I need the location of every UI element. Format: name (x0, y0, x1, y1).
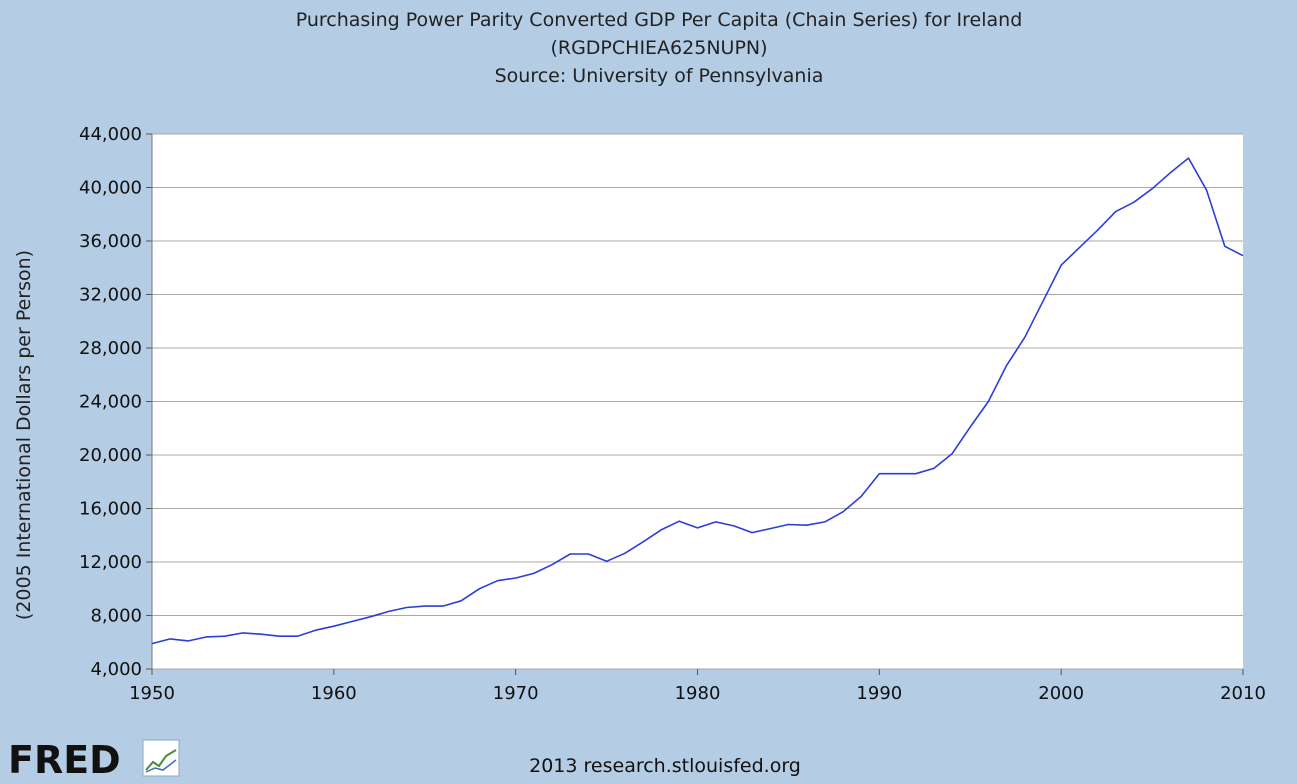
y-tick-label: 8,000 (90, 606, 142, 627)
chart-source: Source: University of Pennsylvania (495, 65, 824, 87)
axis-ticks: 4,000 8,000 12,000 16,000 20,000 24,000 28,000… (79, 124, 1266, 704)
x-tick-label: 2010 (1220, 683, 1266, 704)
y-tick-label: 32,000 (79, 285, 142, 306)
chart-title: Purchasing Power Parity Converted GDP Pe… (296, 9, 1023, 31)
x-tick-label: 1950 (129, 683, 175, 704)
gridlines (152, 133, 1243, 670)
y-tick-label: 16,000 (79, 499, 142, 520)
x-tick-label: 1960 (311, 683, 357, 704)
svg-text:FRED: FRED (8, 738, 121, 782)
y-tick-label: 36,000 (79, 231, 142, 252)
y-tick-label: 28,000 (79, 338, 142, 359)
x-tick-label: 1990 (856, 683, 902, 704)
y-tick-label: 4,000 (90, 659, 142, 680)
y-tick-label: 24,000 (79, 392, 142, 413)
y-tick-label: 20,000 (79, 445, 142, 466)
x-tick-label: 1970 (493, 683, 539, 704)
series-line (151, 157, 1244, 645)
y-tick-label: 40,000 (79, 178, 142, 199)
y-tick-label: 44,000 (79, 124, 142, 145)
x-tick-label: 2000 (1038, 683, 1084, 704)
x-tick-label: 1980 (675, 683, 721, 704)
footer-credit: 2013 research.stlouisfed.org (529, 755, 801, 777)
fred-logo: FRED (8, 738, 180, 782)
series-layer (151, 157, 1244, 645)
y-axis-label: (2005 International Dollars per Person) (13, 250, 35, 620)
chart-subtitle: (RGDPCHIEA625NUPN) (550, 37, 767, 59)
y-tick-label: 12,000 (79, 552, 142, 573)
